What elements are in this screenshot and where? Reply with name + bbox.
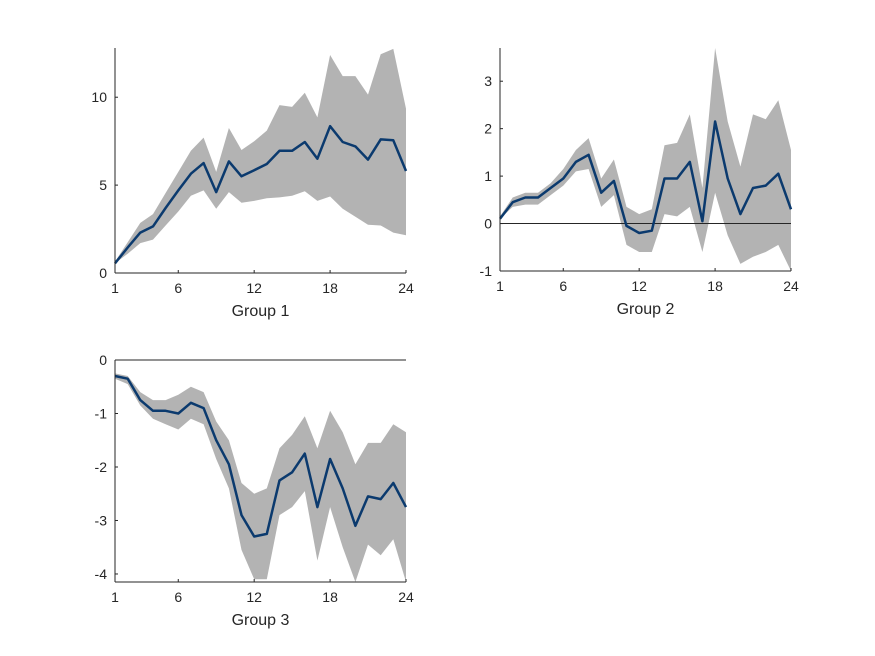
y-tick-label: -3	[95, 512, 108, 528]
x-tick-label: 6	[174, 589, 182, 605]
x-tick-label: 1	[496, 278, 504, 294]
y-tick-label: -2	[95, 459, 108, 475]
x-tick-label: 12	[246, 589, 262, 605]
x-axis-label: Group 3	[232, 612, 290, 629]
x-tick-label: 12	[631, 278, 647, 294]
y-tick-label: 2	[484, 121, 492, 137]
x-tick-label: 18	[322, 589, 338, 605]
series-line	[114, 374, 408, 538]
x-tick-label: 24	[398, 589, 414, 605]
y-tick-label: -1	[480, 263, 493, 279]
x-tick-label: 24	[398, 280, 414, 296]
x-tick-label: 1	[111, 589, 119, 605]
y-tick-label: 0	[99, 265, 107, 281]
confidence-band	[500, 48, 791, 271]
confidence-band	[115, 373, 406, 582]
y-tick-label: 5	[99, 177, 107, 193]
x-axis-label: Group 2	[617, 301, 675, 318]
x-axis-label: Group 1	[232, 303, 290, 320]
y-tick-label: -1	[95, 405, 108, 421]
series-line	[114, 124, 408, 265]
panel-group-3: 1 6 12 18 24 -4 -3 -2 -1 0 Group 3	[95, 352, 414, 629]
x-tick-label: 12	[246, 280, 262, 296]
confidence-band	[115, 48, 406, 264]
y-tick-label: 0	[484, 216, 492, 232]
y-tick-label: 1	[484, 168, 492, 184]
x-tick-label: 18	[707, 278, 723, 294]
x-tick-label: 18	[322, 280, 338, 296]
x-tick-label: 1	[111, 280, 119, 296]
y-tick-label: 3	[484, 73, 492, 89]
y-tick-label: 10	[91, 89, 107, 105]
x-tick-label: 6	[559, 278, 567, 294]
y-tick-label: -4	[95, 566, 108, 582]
x-tick-label: 24	[783, 278, 799, 294]
x-tick-label: 6	[174, 280, 182, 296]
y-tick-label: 0	[99, 352, 107, 368]
series-line	[499, 120, 793, 235]
panel-group-1: 1 6 12 18 24 0 5 10 Group 1	[91, 48, 414, 320]
